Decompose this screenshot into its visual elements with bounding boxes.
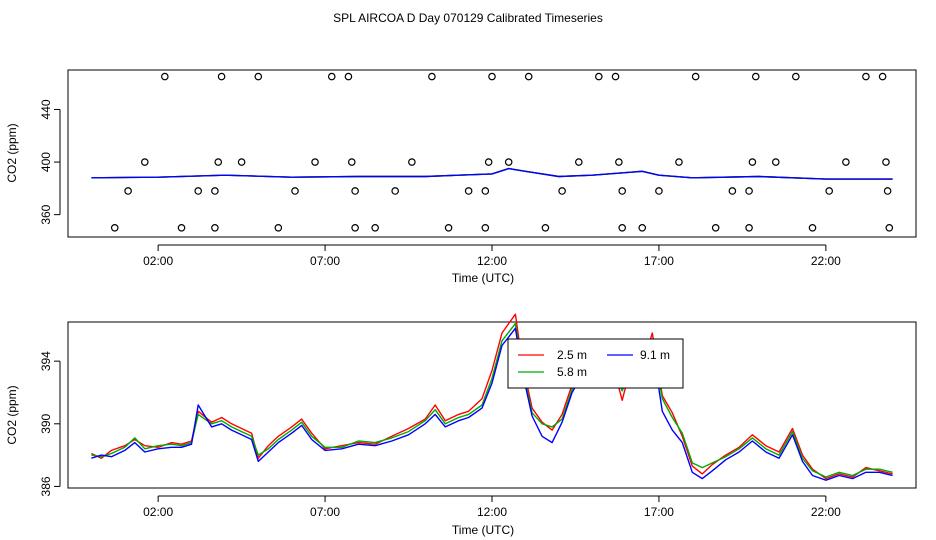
panel-height-timeseries: 02:00 07:00 12:00 17:00 22:00 386 390 394 2.5 m… bbox=[5, 313, 917, 537]
calibration-point bbox=[161, 72, 169, 81]
series-line-5-8-m bbox=[91, 322, 893, 478]
calibration-point bbox=[675, 158, 683, 166]
calibration-point bbox=[618, 187, 627, 195]
calibration-point bbox=[524, 72, 533, 81]
calibration-point bbox=[237, 158, 246, 166]
x-tick-label: 17:00 bbox=[644, 254, 674, 268]
calibration-point bbox=[481, 223, 490, 232]
calibration-point bbox=[882, 158, 890, 166]
calibration-point bbox=[611, 72, 620, 81]
x-tick-label: 07:00 bbox=[310, 254, 340, 268]
calibration-point bbox=[194, 187, 203, 195]
calibration-point bbox=[745, 187, 753, 195]
calibration-point bbox=[408, 158, 416, 166]
x-axis-label: Time (UTC) bbox=[452, 271, 514, 285]
series-line-2 bbox=[91, 167, 893, 180]
plot-frame bbox=[67, 69, 917, 238]
legend-label-5-8m: 5.8 m bbox=[557, 365, 587, 379]
calibration-point bbox=[211, 187, 219, 195]
calibration-point bbox=[291, 187, 299, 195]
calibration-point bbox=[140, 158, 149, 166]
calibration-point bbox=[792, 72, 800, 81]
calibration-point bbox=[274, 223, 283, 232]
calibration-point bbox=[878, 72, 887, 81]
y-tick-label: 390 bbox=[39, 413, 53, 433]
calibration-point bbox=[842, 158, 850, 166]
series-line-2-5-m bbox=[91, 313, 893, 480]
legend: 2.5 m 5.8 m 9.1 m bbox=[507, 338, 684, 389]
legend-label-2-5m: 2.5 m bbox=[557, 348, 587, 362]
calibration-point bbox=[575, 158, 583, 166]
calibration-point bbox=[344, 72, 353, 81]
calibration-point bbox=[311, 158, 319, 166]
calibration-point bbox=[217, 72, 226, 81]
x-tick-label: 22:00 bbox=[811, 505, 841, 519]
calibration-point bbox=[110, 223, 119, 232]
calibration-point bbox=[444, 223, 453, 232]
calibration-point bbox=[351, 187, 359, 195]
calibration-point bbox=[751, 72, 760, 81]
calibration-point bbox=[618, 223, 627, 232]
calibration-point bbox=[254, 72, 263, 81]
figure-title: SPL AIRCOA D Day 070129 Calibrated Times… bbox=[333, 11, 603, 25]
calibration-point bbox=[711, 223, 720, 232]
series-line-9-1-m bbox=[91, 327, 893, 481]
y-tick-label: 386 bbox=[39, 476, 53, 496]
calibration-point bbox=[748, 158, 757, 166]
y-tick-label: 394 bbox=[39, 351, 53, 371]
calibration-point bbox=[771, 158, 780, 166]
calibration-point bbox=[638, 223, 647, 232]
x-tick-label: 17:00 bbox=[644, 505, 674, 519]
calibration-point bbox=[371, 223, 379, 232]
calibration-point bbox=[391, 187, 399, 195]
plot-frame bbox=[67, 321, 917, 489]
x-tick-label: 22:00 bbox=[811, 254, 841, 268]
calibration-point bbox=[655, 187, 663, 195]
x-axis-label: Time (UTC) bbox=[452, 523, 514, 537]
calibration-point bbox=[464, 187, 473, 195]
legend-box bbox=[507, 338, 684, 389]
calibration-point bbox=[351, 223, 359, 232]
calibration-point bbox=[808, 223, 817, 232]
calibration-point bbox=[825, 187, 833, 195]
calibration-point bbox=[541, 223, 550, 232]
x-tick-label: 02:00 bbox=[143, 505, 173, 519]
x-tick-label: 02:00 bbox=[143, 254, 173, 268]
panel-calibrated-timeseries: 02:00 07:00 12:00 17:00 22:00 360 400 440 Time … bbox=[5, 69, 917, 285]
y-tick-label: 400 bbox=[39, 152, 53, 172]
calibration-point bbox=[124, 187, 132, 195]
y-tick-label: 440 bbox=[39, 99, 53, 119]
x-tick-label: 12:00 bbox=[477, 254, 507, 268]
x-tick-label: 12:00 bbox=[477, 505, 507, 519]
calibration-point bbox=[177, 223, 186, 232]
calibration-point bbox=[488, 72, 496, 81]
calibration-point bbox=[745, 223, 753, 232]
calibration-point bbox=[327, 72, 336, 81]
calibration-point bbox=[883, 187, 892, 195]
y-axis-label: CO2 (ppm) bbox=[5, 123, 19, 182]
calibration-point bbox=[691, 72, 700, 81]
calibration-point bbox=[481, 187, 490, 195]
legend-label-9-1m: 9.1 m bbox=[640, 348, 670, 362]
calibration-point bbox=[862, 72, 870, 81]
calibration-point bbox=[428, 72, 436, 81]
calibration-point bbox=[615, 158, 623, 166]
calibration-point bbox=[595, 72, 603, 81]
x-tick-label: 07:00 bbox=[310, 505, 340, 519]
calibration-point bbox=[214, 158, 223, 166]
calibration-point bbox=[211, 223, 219, 232]
calibration-point bbox=[484, 158, 493, 166]
y-axis-label: CO2 (ppm) bbox=[5, 385, 19, 444]
calibration-point bbox=[504, 158, 513, 166]
y-tick-label: 360 bbox=[39, 204, 53, 224]
calibration-point bbox=[558, 187, 566, 195]
calibration-point bbox=[885, 223, 894, 232]
calibration-point bbox=[728, 187, 737, 195]
calibration-point bbox=[347, 158, 356, 166]
